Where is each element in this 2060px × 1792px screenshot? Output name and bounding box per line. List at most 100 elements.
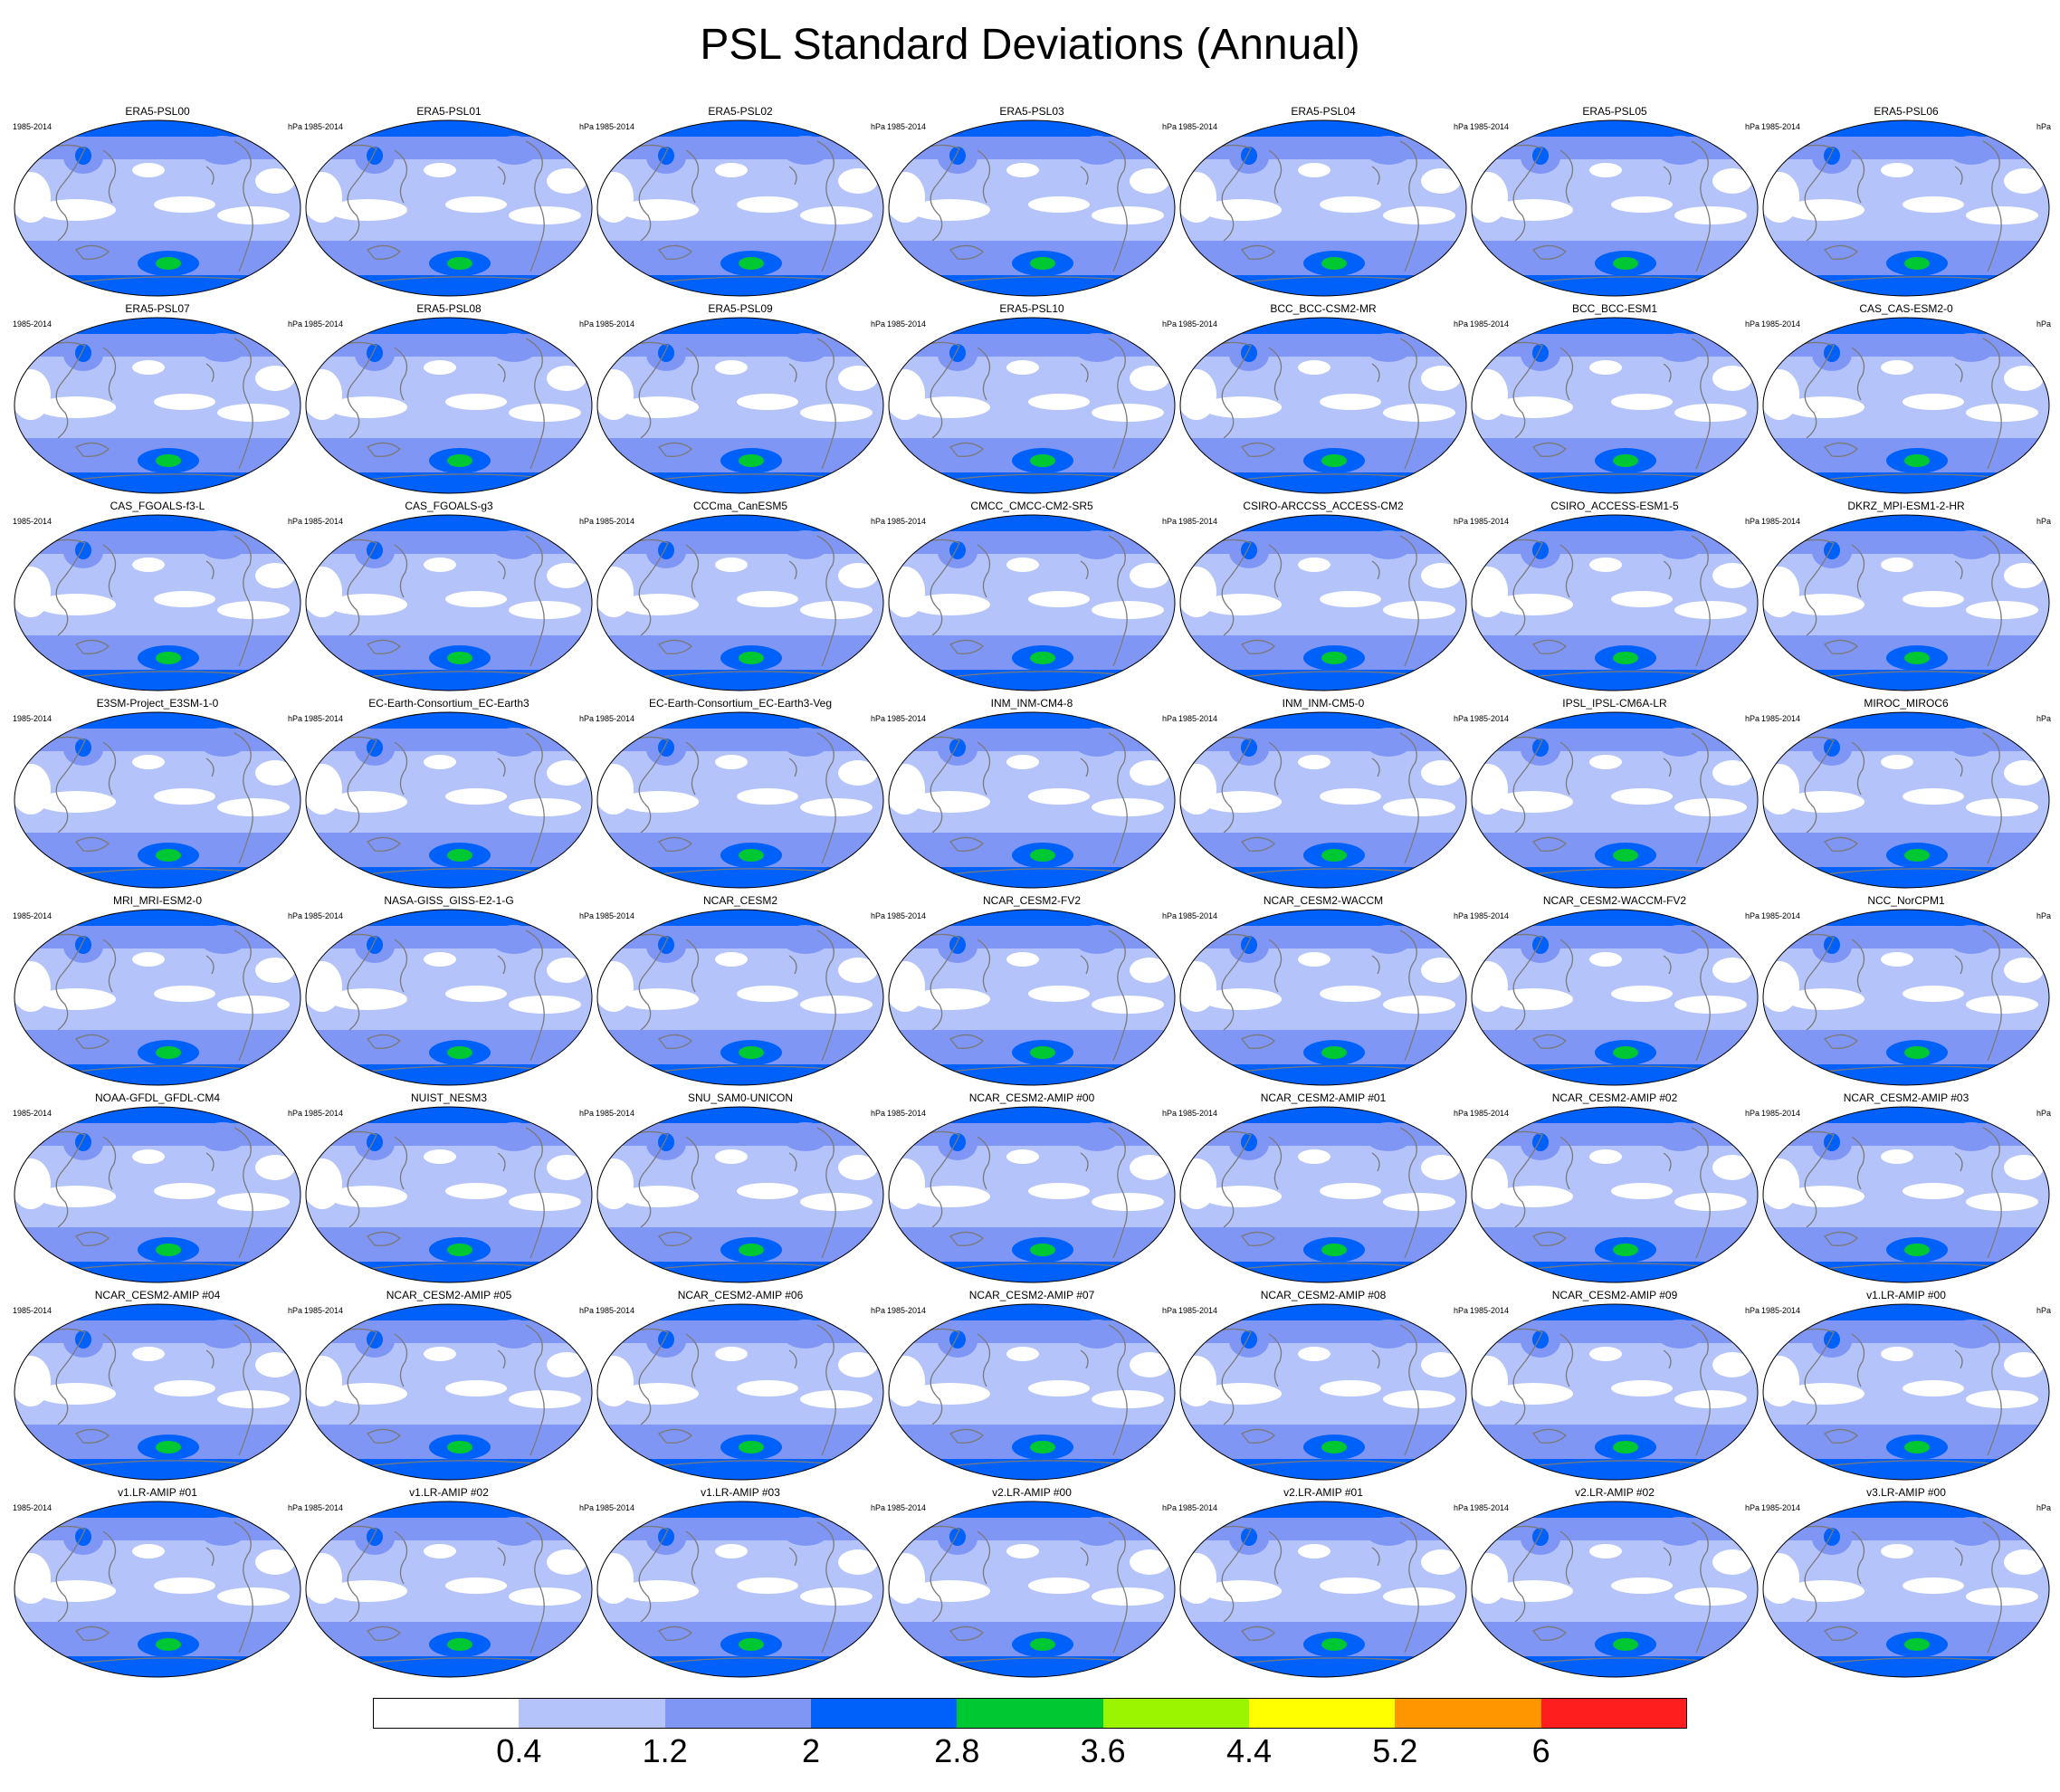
contour-band-2.8-3.6 [1180,318,1466,334]
panel-title: NUIST_NESM3 [410,1091,488,1104]
contour-field [306,1304,592,1480]
coastline [497,955,506,975]
contour-band-2.8-3.6 [1472,515,1758,531]
coastline [1205,539,1252,636]
coastline [394,1333,408,1387]
map-panel: v2.LR-AMIP #00 1985-2014 hPa [887,1486,1177,1683]
contour-band-lt-0.4 [1130,760,1169,786]
contour-band-lt-0.4 [306,369,342,420]
coastline [685,347,700,401]
contour-band-lt-0.4 [800,601,873,619]
coastline [525,1521,545,1654]
map-panel: v3.LR-AMIP #00 1985-2014 hPa [1761,1486,2051,1683]
panel-units: hPa [1744,1503,1760,1512]
map-panel: MRI_MRI-ESM2-0 1985-2014 hPa [13,894,302,1091]
contour-field [1763,910,2049,1085]
contour-band-2.8-3.6 [597,910,883,926]
globe-map [1762,711,2050,889]
contour-band-lt-0.4 [1320,196,1381,213]
contour-band-2.8-3.6 [1763,515,2049,531]
contour-band-lt-0.4 [1383,1587,1455,1606]
contour-band-lt-0.4 [800,1390,873,1408]
coastline [1240,639,1275,654]
coastline [1823,1034,1858,1049]
map-panel: v1.LR-AMIP #03 1985-2014 hPa [596,1486,885,1683]
contour-field [306,515,592,691]
coastline [366,244,401,260]
colorbar [373,1698,1687,1729]
contour-band-lt-0.4 [1421,1352,1461,1377]
panel-title: ERA5-PSL06 [1874,105,1939,118]
contour-band-lt-0.4 [737,1183,798,1199]
coastline [816,1521,836,1654]
contour-band-2-2.8 [491,1320,538,1349]
coastline [913,1525,960,1623]
coastline [949,244,984,260]
coastline [1851,149,1865,204]
globe-map [596,317,884,494]
contour-band-lt-0.4 [1180,1158,1216,1209]
contour-field [14,515,300,691]
coastline [1982,1324,2002,1456]
contour-band-2-2.8 [782,1122,829,1151]
coastline [1982,1521,2002,1654]
contour-band-lt-0.4 [1298,952,1330,967]
globe-border [14,909,301,1086]
panel-period: 1985-2014 [1470,319,1510,329]
panel-units: hPa [2036,911,2051,920]
contour-band-lt-0.4 [1472,764,1508,815]
contour-band-2-2.8 [1656,728,1703,757]
panel-period: 1985-2014 [13,714,52,723]
contour-band-2.8-3.6 [597,1304,883,1320]
contour-band-3.6-4.4 [447,849,472,862]
panel-title: NCAR_CESM2-AMIP #06 [677,1289,804,1301]
coastline [1268,149,1283,204]
coastline [205,955,215,975]
coastline [788,955,797,975]
contour-band-2.8-3.6 [14,1656,300,1677]
globe-map [596,909,884,1086]
coastline [394,1136,408,1190]
map-panel: EC-Earth-Consortium_EC-Earth3 1985-2014 hP… [304,697,594,894]
coastline [205,1152,215,1172]
coastline [74,1034,110,1049]
contour-band-lt-0.4 [1674,404,1747,422]
panel-period: 1985-2014 [596,517,635,526]
coastline [685,741,700,796]
contour-band-2.8-3.6 [1180,670,1466,691]
panel-title: ERA5-PSL02 [708,105,773,118]
contour-band-lt-0.4 [1092,601,1164,619]
contour-band-lt-0.4 [445,591,507,607]
coastline [1268,1136,1283,1190]
coastline [1399,929,1419,1062]
contour-band-lt-0.4 [509,996,581,1014]
panel-units: hPa [578,1503,594,1512]
contour-band-2.8-3.6 [306,1656,592,1677]
globe-border [596,119,884,297]
globe-border [305,514,593,691]
coastline [657,639,692,654]
coastline [949,1231,984,1246]
contour-band-lt-0.4 [1421,168,1461,194]
contour-field [1472,120,1758,296]
map-panel: NCC_NorCPM1 1985-2014 hPa [1761,894,2051,1091]
contour-band-2-2.8 [782,530,829,559]
contour-band-lt-0.4 [1785,1383,1864,1405]
contour-band-lt-0.4 [1130,1549,1169,1575]
coastline [1268,939,1283,993]
contour-band-2.8-3.6 [14,515,300,531]
coastline [1559,149,1574,204]
coastline [1663,1152,1672,1172]
contour-band-2-2.8 [491,333,538,362]
contour-band-3.6-4.4 [1904,1046,1930,1059]
coastline [622,1525,669,1623]
contour-band-lt-0.4 [1202,1383,1282,1405]
contour-band-lt-0.4 [306,1356,342,1406]
map-panel: CAS_FGOALS-f3-L 1985-2014 hPa [13,500,302,697]
panel-units: hPa [870,1503,885,1512]
globe-map [1179,317,1467,494]
globe-border [1179,1303,1467,1481]
coastline [1691,140,1711,272]
contour-band-lt-0.4 [619,199,699,221]
contour-band-lt-0.4 [1903,196,1964,213]
